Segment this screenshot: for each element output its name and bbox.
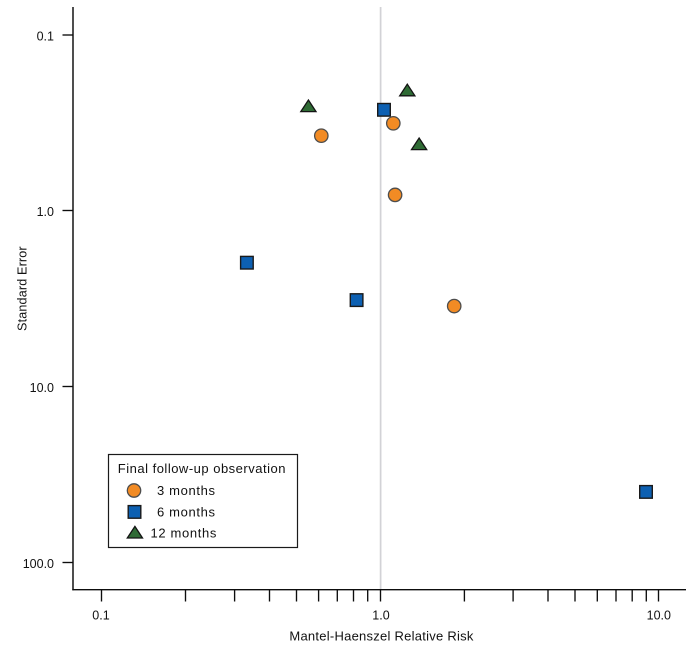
svg-text:1.0: 1.0 <box>37 205 54 219</box>
svg-text:Standard Error: Standard Error <box>15 246 29 331</box>
svg-text:12 months: 12 months <box>151 526 218 541</box>
svg-text:10.0: 10.0 <box>647 609 671 623</box>
svg-text:10.0: 10.0 <box>30 381 54 395</box>
svg-text:6 months: 6 months <box>157 505 216 520</box>
svg-text:Mantel-Haenszel Relative Risk: Mantel-Haenszel Relative Risk <box>289 629 474 644</box>
svg-text:100.0: 100.0 <box>23 557 54 571</box>
svg-text:1.0: 1.0 <box>372 609 389 623</box>
svg-text:0.1: 0.1 <box>92 609 109 623</box>
svg-text:0.1: 0.1 <box>37 29 54 43</box>
svg-text:Final follow-up observation: Final follow-up observation <box>118 461 286 476</box>
svg-text:3 months: 3 months <box>157 483 216 498</box>
